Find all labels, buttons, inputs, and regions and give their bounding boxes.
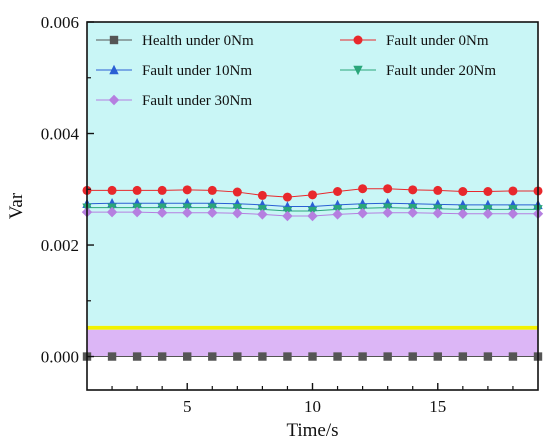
data-point — [507, 208, 519, 220]
background-band — [87, 22, 538, 326]
legend-marker — [353, 65, 363, 76]
data-point — [183, 352, 192, 361]
data-point — [407, 207, 418, 218]
data-point — [157, 352, 167, 361]
ticks-layer: 5 10 15 0.000 0.002 0.004 0.006 — [41, 13, 514, 416]
legend-marker — [109, 64, 119, 75]
y-tick-label: 0.004 — [41, 125, 80, 144]
data-point — [508, 352, 518, 361]
legend-item: Fault under 30Nm — [96, 93, 252, 109]
data-point — [333, 352, 342, 361]
y-tick-label: 0.000 — [41, 348, 79, 367]
data-point — [106, 206, 118, 218]
data-point — [208, 352, 217, 361]
data-point — [156, 207, 168, 218]
data-point — [207, 207, 218, 218]
legend-label: Fault under 0Nm — [386, 33, 489, 49]
data-point — [482, 208, 494, 220]
data-point — [457, 208, 469, 220]
data-point — [307, 210, 318, 222]
data-point — [157, 185, 167, 195]
data-point — [207, 185, 217, 195]
data-point — [433, 185, 443, 195]
legend-marker — [108, 94, 120, 106]
legend-item: Fault under 10Nm — [96, 63, 252, 79]
data-point — [257, 190, 267, 200]
x-tick-label: 10 — [304, 397, 321, 416]
data-point — [358, 352, 367, 361]
y-tick-label: 0.002 — [41, 236, 79, 255]
x-axis-title: Time/s — [286, 420, 338, 441]
data-point — [308, 190, 317, 200]
data-point — [257, 209, 268, 220]
data-point — [458, 352, 468, 361]
legend-item: Fault under 0Nm — [340, 33, 489, 49]
data-point — [132, 185, 142, 195]
data-point — [107, 352, 117, 361]
legend: Health under 0Nm Fault under 0Nm Fault und… — [96, 33, 496, 109]
data-point — [432, 208, 443, 219]
x-tick-label: 15 — [429, 397, 446, 416]
data-point — [408, 352, 417, 361]
legend-label: Health under 0Nm — [142, 33, 254, 49]
data-point — [131, 206, 143, 218]
data-point — [282, 210, 293, 222]
data-point — [383, 352, 392, 361]
data-point — [408, 185, 418, 195]
legend-label: Fault under 20Nm — [386, 63, 496, 79]
bands-layer — [87, 22, 538, 357]
data-point — [107, 185, 117, 195]
data-point — [383, 184, 393, 194]
y-axis-title: Var — [6, 192, 27, 219]
data-point — [282, 192, 292, 202]
legend-item: Health under 0Nm — [96, 33, 254, 49]
data-point — [483, 352, 493, 361]
legend-marker — [353, 35, 363, 45]
legend-label: Fault under 10Nm — [142, 63, 252, 79]
data-point — [308, 352, 317, 361]
separator-band — [87, 325, 538, 330]
data-point — [232, 187, 242, 197]
data-point — [232, 208, 243, 219]
data-point — [357, 208, 368, 219]
data-point — [258, 352, 267, 361]
legend-label: Fault under 30Nm — [142, 93, 252, 109]
data-point — [382, 207, 393, 218]
data-point — [182, 185, 192, 195]
data-point — [132, 352, 142, 361]
data-point — [508, 186, 518, 196]
y-tick-label: 0.006 — [41, 13, 79, 32]
data-point — [332, 209, 343, 220]
data-point — [182, 207, 193, 218]
data-point — [233, 352, 242, 361]
data-point — [483, 187, 493, 197]
data-point — [333, 187, 343, 197]
lower-band — [87, 329, 538, 357]
data-point — [458, 187, 468, 197]
data-point — [283, 352, 292, 361]
legend-item: Fault under 20Nm — [340, 63, 496, 79]
x-tick-label: 5 — [183, 397, 192, 416]
data-point — [433, 352, 442, 361]
legend-marker — [109, 35, 119, 45]
data-point — [358, 184, 368, 194]
